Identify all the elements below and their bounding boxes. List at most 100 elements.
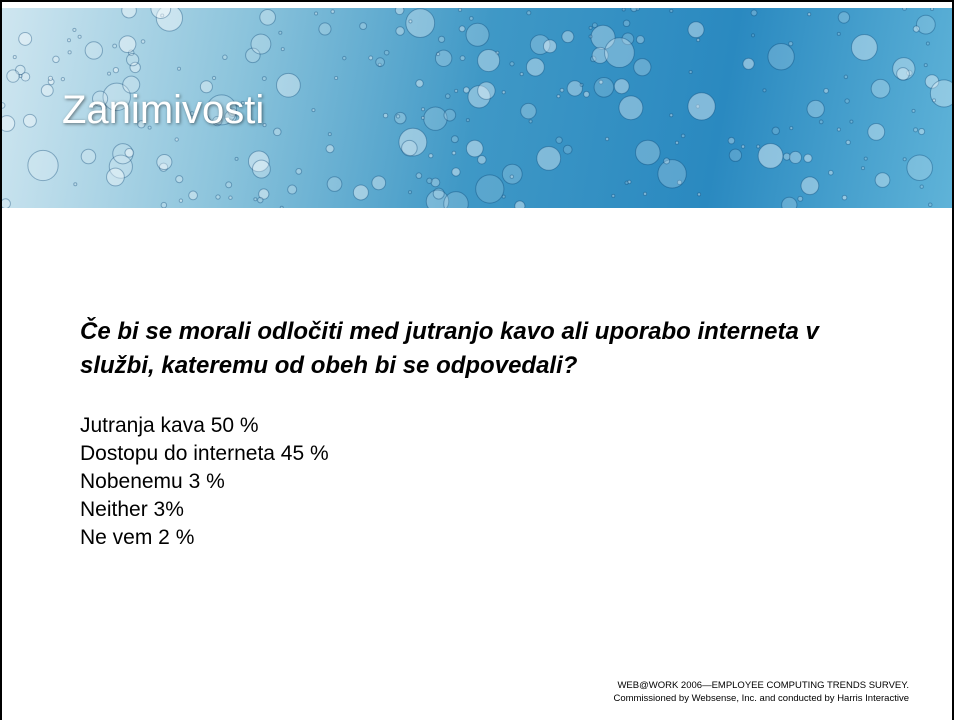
bubble	[81, 149, 95, 163]
bubble	[478, 49, 500, 71]
bubble	[789, 151, 801, 163]
bubble	[402, 140, 418, 156]
bubble	[868, 123, 885, 140]
bubble	[262, 77, 266, 81]
bubble	[408, 191, 411, 194]
bubble	[343, 56, 346, 59]
bubble	[235, 157, 238, 160]
bubble	[108, 72, 111, 75]
source-note: WEB@WORK 2006—EMPLOYEE COMPUTING TRENDS …	[613, 679, 909, 705]
bubble	[920, 185, 923, 188]
bubble	[912, 109, 915, 112]
bubble	[612, 194, 615, 197]
bubble	[113, 44, 117, 48]
bubble	[689, 70, 692, 73]
bubble	[23, 114, 36, 127]
bubble	[157, 154, 172, 169]
bubble	[808, 13, 811, 16]
bubble	[212, 76, 215, 79]
bubble	[837, 32, 840, 35]
bubble	[697, 39, 700, 42]
bubble	[78, 35, 81, 38]
bubble	[502, 164, 522, 184]
bubble	[619, 96, 643, 120]
bubble	[478, 82, 495, 99]
bubble	[510, 175, 513, 178]
bubble	[930, 80, 952, 107]
bubble	[416, 173, 422, 179]
bubble	[537, 146, 561, 170]
bubble	[424, 107, 447, 130]
bubble	[758, 144, 783, 169]
bubble	[529, 120, 532, 123]
bubble	[560, 88, 564, 92]
bubble	[466, 23, 489, 46]
bubble	[260, 9, 276, 25]
bubble	[326, 145, 334, 153]
bubble	[851, 35, 877, 61]
bubble	[824, 89, 829, 94]
bubble	[790, 127, 793, 130]
page: Zanimivosti Če bi se morali odločiti med…	[0, 0, 954, 720]
bubble	[429, 154, 433, 158]
bubble	[728, 137, 734, 143]
bubble	[319, 23, 331, 35]
bubble	[907, 155, 933, 181]
bubble	[743, 58, 754, 69]
bubble	[21, 73, 29, 81]
bubble	[751, 34, 754, 37]
bubble	[903, 8, 907, 10]
bubble	[279, 31, 282, 34]
bubble	[829, 170, 834, 175]
bubble	[446, 94, 451, 99]
bubble	[606, 137, 609, 140]
bubble	[850, 120, 853, 123]
bubble	[670, 114, 673, 117]
bubble	[444, 192, 468, 208]
bubble	[175, 138, 178, 141]
bubble	[846, 140, 850, 144]
bubble	[510, 62, 514, 66]
bubble	[605, 38, 635, 68]
source-line: Commissioned by Websense, Inc. and condu…	[613, 692, 909, 705]
bubble	[41, 85, 53, 97]
bubble	[74, 183, 77, 186]
bubble	[563, 145, 572, 154]
bubble	[396, 27, 404, 35]
bubble	[466, 140, 483, 157]
bubble	[515, 201, 525, 208]
bubble	[623, 20, 629, 26]
bubble	[360, 23, 367, 30]
bubble	[801, 177, 819, 195]
bubble	[422, 108, 425, 111]
bubble	[252, 160, 270, 178]
bubble	[837, 128, 840, 131]
bubble	[61, 77, 64, 80]
bubble	[842, 195, 847, 200]
question: Če bi se morali odločiti med jutranjo ka…	[80, 315, 819, 383]
bubble	[73, 28, 76, 31]
bubble	[395, 8, 404, 15]
bubble	[658, 160, 686, 188]
bubble	[914, 128, 918, 132]
bubble	[331, 10, 334, 13]
slide: Zanimivosti Če bi se morali odločiti med…	[0, 0, 954, 720]
bubble	[933, 99, 936, 102]
bubble	[459, 26, 465, 32]
bubble	[19, 32, 32, 45]
bubble	[688, 93, 715, 120]
bubble	[226, 182, 232, 188]
bubble	[141, 40, 145, 44]
bubble	[664, 158, 670, 164]
bubble	[871, 79, 890, 98]
bubble	[113, 68, 118, 73]
bubble	[416, 80, 423, 87]
bubble	[127, 54, 139, 66]
bubble	[903, 158, 906, 161]
bubble	[741, 145, 744, 148]
bubble	[427, 178, 432, 183]
bubble	[369, 56, 373, 60]
bubble	[2, 103, 5, 109]
answer: Jutranja kava 50 %	[80, 412, 329, 440]
bubble	[688, 22, 704, 38]
